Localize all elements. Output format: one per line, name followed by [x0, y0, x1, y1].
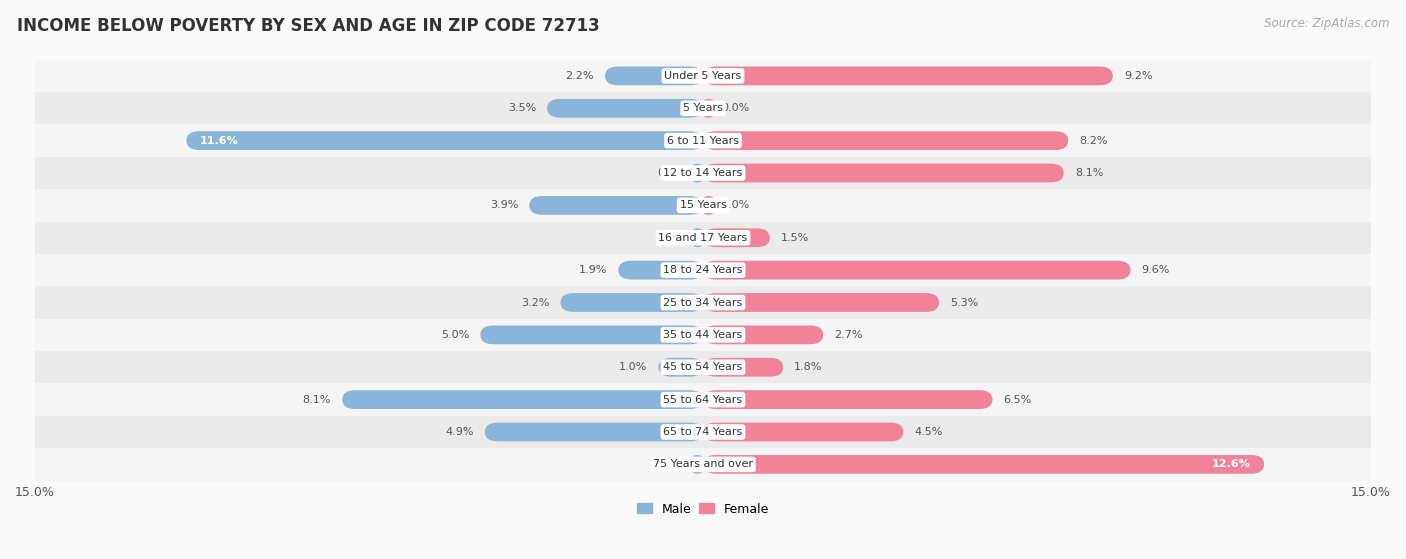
Bar	[35, 92, 1371, 125]
FancyBboxPatch shape	[703, 229, 770, 247]
Bar	[35, 448, 1371, 481]
FancyBboxPatch shape	[703, 358, 783, 377]
Bar	[35, 189, 1371, 221]
FancyBboxPatch shape	[703, 423, 904, 442]
Bar	[35, 383, 1371, 416]
FancyBboxPatch shape	[187, 131, 703, 150]
FancyBboxPatch shape	[342, 390, 703, 409]
Text: 55 to 64 Years: 55 to 64 Years	[664, 395, 742, 405]
FancyBboxPatch shape	[703, 390, 993, 409]
Bar	[35, 125, 1371, 157]
FancyBboxPatch shape	[703, 67, 1112, 86]
Text: 5.3%: 5.3%	[950, 297, 979, 307]
Text: 0.0%: 0.0%	[657, 168, 685, 178]
Text: 4.9%: 4.9%	[446, 427, 474, 437]
Text: 8.2%: 8.2%	[1080, 136, 1108, 146]
Text: 0.0%: 0.0%	[721, 200, 749, 210]
Text: INCOME BELOW POVERTY BY SEX AND AGE IN ZIP CODE 72713: INCOME BELOW POVERTY BY SEX AND AGE IN Z…	[17, 17, 599, 35]
FancyBboxPatch shape	[485, 423, 703, 442]
Text: 18 to 24 Years: 18 to 24 Years	[664, 265, 742, 275]
Text: 5.0%: 5.0%	[441, 330, 470, 340]
FancyBboxPatch shape	[561, 293, 703, 312]
Text: 35 to 44 Years: 35 to 44 Years	[664, 330, 742, 340]
FancyBboxPatch shape	[605, 67, 703, 86]
Text: 2.7%: 2.7%	[834, 330, 863, 340]
Text: 1.0%: 1.0%	[619, 362, 647, 372]
FancyBboxPatch shape	[703, 293, 939, 312]
Text: 1.8%: 1.8%	[794, 362, 823, 372]
FancyBboxPatch shape	[692, 164, 703, 182]
Text: 2.2%: 2.2%	[565, 71, 593, 81]
Text: 16 and 17 Years: 16 and 17 Years	[658, 233, 748, 243]
Text: 8.1%: 8.1%	[302, 395, 330, 405]
Legend: Male, Female: Male, Female	[631, 498, 775, 520]
FancyBboxPatch shape	[703, 99, 714, 117]
Text: 1.5%: 1.5%	[780, 233, 810, 243]
Text: Source: ZipAtlas.com: Source: ZipAtlas.com	[1264, 17, 1389, 30]
Bar	[35, 157, 1371, 189]
Text: 12 to 14 Years: 12 to 14 Years	[664, 168, 742, 178]
Text: 1.9%: 1.9%	[579, 265, 607, 275]
FancyBboxPatch shape	[692, 229, 703, 247]
Bar	[35, 254, 1371, 286]
Text: Under 5 Years: Under 5 Years	[665, 71, 741, 81]
Text: 8.1%: 8.1%	[1076, 168, 1104, 178]
Text: 0.0%: 0.0%	[657, 459, 685, 470]
FancyBboxPatch shape	[703, 164, 1064, 182]
Text: 9.2%: 9.2%	[1123, 71, 1153, 81]
FancyBboxPatch shape	[703, 455, 1264, 473]
Text: 11.6%: 11.6%	[200, 136, 239, 146]
Text: 15 Years: 15 Years	[679, 200, 727, 210]
Text: 0.0%: 0.0%	[657, 233, 685, 243]
Text: 5 Years: 5 Years	[683, 103, 723, 113]
Text: 25 to 34 Years: 25 to 34 Years	[664, 297, 742, 307]
Text: 3.2%: 3.2%	[522, 297, 550, 307]
Text: 4.5%: 4.5%	[914, 427, 943, 437]
Text: 75 Years and over: 75 Years and over	[652, 459, 754, 470]
Text: 45 to 54 Years: 45 to 54 Years	[664, 362, 742, 372]
FancyBboxPatch shape	[547, 99, 703, 117]
Bar	[35, 416, 1371, 448]
FancyBboxPatch shape	[703, 131, 1069, 150]
Text: 6.5%: 6.5%	[1004, 395, 1032, 405]
FancyBboxPatch shape	[619, 260, 703, 280]
FancyBboxPatch shape	[658, 358, 703, 377]
Text: 0.0%: 0.0%	[721, 103, 749, 113]
Text: 3.9%: 3.9%	[489, 200, 519, 210]
Bar	[35, 319, 1371, 351]
Text: 65 to 74 Years: 65 to 74 Years	[664, 427, 742, 437]
FancyBboxPatch shape	[703, 260, 1130, 280]
Bar	[35, 286, 1371, 319]
FancyBboxPatch shape	[703, 325, 824, 344]
Bar	[35, 221, 1371, 254]
Bar	[35, 351, 1371, 383]
FancyBboxPatch shape	[703, 196, 714, 215]
Text: 12.6%: 12.6%	[1212, 459, 1251, 470]
Bar	[35, 60, 1371, 92]
FancyBboxPatch shape	[481, 325, 703, 344]
FancyBboxPatch shape	[529, 196, 703, 215]
Text: 6 to 11 Years: 6 to 11 Years	[666, 136, 740, 146]
Text: 9.6%: 9.6%	[1142, 265, 1170, 275]
Text: 3.5%: 3.5%	[508, 103, 536, 113]
FancyBboxPatch shape	[692, 455, 703, 473]
